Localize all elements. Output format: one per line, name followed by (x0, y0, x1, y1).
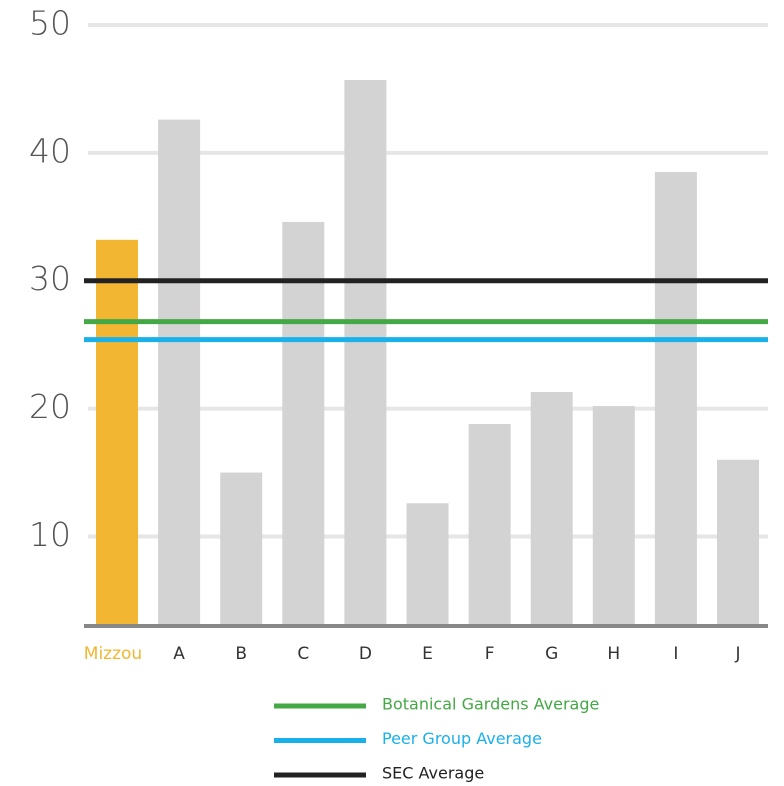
bar (220, 472, 263, 626)
bar (530, 391, 573, 626)
x-tick-label: Mizzou (84, 644, 142, 664)
x-tick-label: F (485, 644, 495, 664)
y-tick-label: 10 (29, 515, 71, 554)
x-tick-label: B (235, 644, 247, 664)
bar (96, 239, 138, 626)
x-tick-label: I (673, 644, 678, 664)
x-tick-label: A (173, 644, 185, 664)
y-tick-label: 30 (29, 259, 71, 298)
legend-label: Botanical Gardens Average (382, 695, 599, 714)
x-tick-label: D (359, 644, 372, 664)
x-tick-label: H (607, 644, 620, 664)
legend-label: SEC Average (382, 764, 484, 783)
x-tick-label: C (297, 644, 309, 664)
bar (282, 221, 325, 626)
bar (344, 79, 387, 626)
x-tick-label: J (734, 644, 740, 664)
y-tick-label: 50 (29, 4, 71, 43)
bar (406, 503, 449, 626)
bar (592, 406, 635, 626)
y-tick-label: 40 (29, 131, 71, 170)
bar (717, 459, 759, 626)
x-tick-label: G (545, 644, 558, 664)
bar (468, 423, 511, 626)
bar (654, 172, 697, 626)
bar (158, 119, 201, 626)
x-tick-label: E (422, 644, 433, 664)
legend-label: Peer Group Average (382, 729, 542, 748)
y-tick-label: 20 (29, 387, 71, 426)
